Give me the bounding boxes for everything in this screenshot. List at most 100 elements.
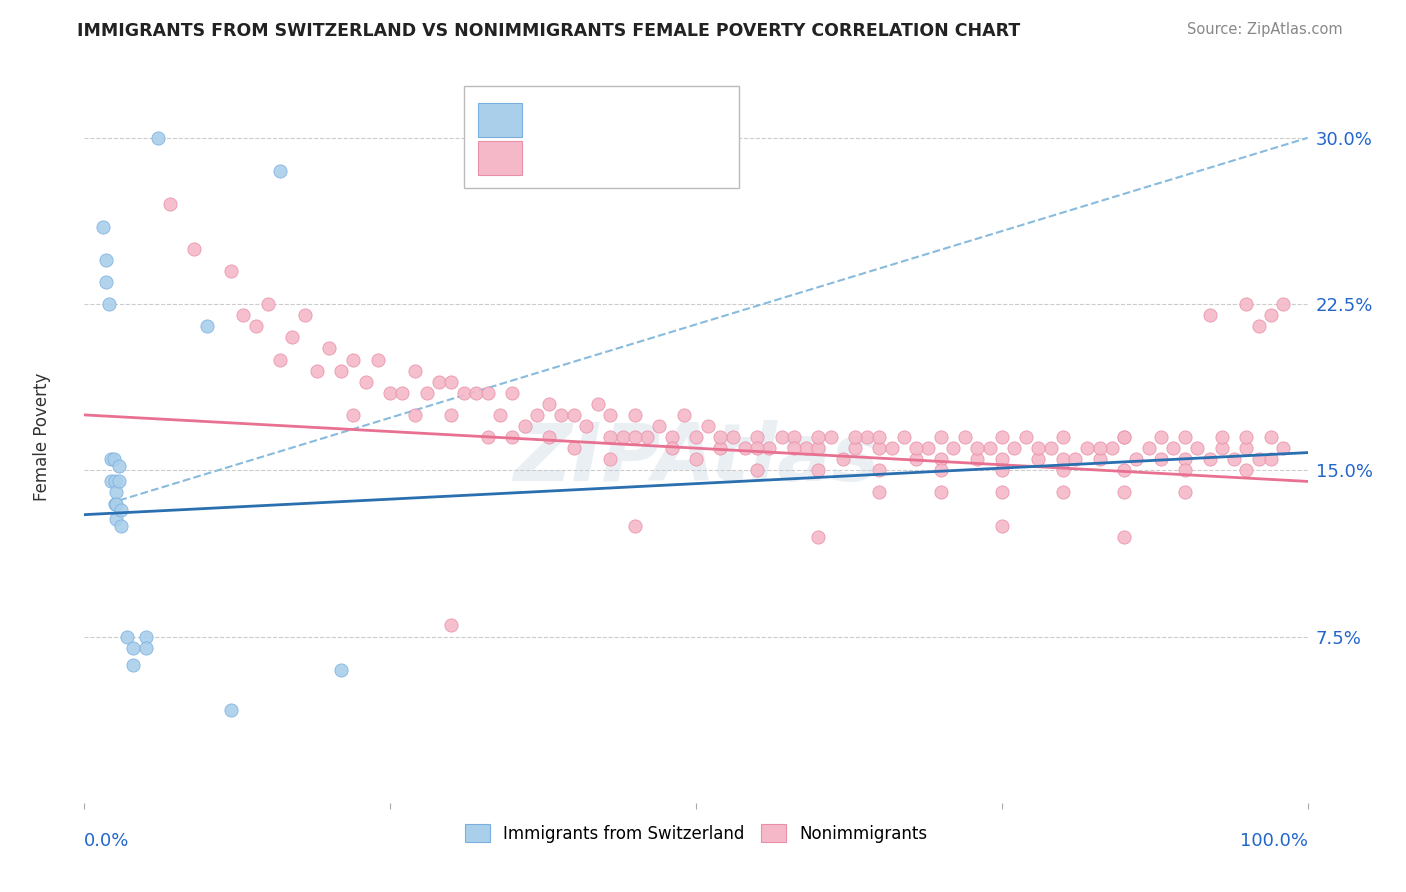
Point [636,430,658,444]
Point [979,441,1001,455]
Point [794,441,817,455]
Point [869,485,891,500]
Point [721,430,744,444]
Point [575,419,598,434]
Point [586,397,609,411]
Point [538,430,561,444]
Point [105,512,128,526]
Point [464,385,486,400]
Point [330,363,353,377]
Point [159,197,181,211]
Legend: Immigrants from Switzerland, Nonimmigrants: Immigrants from Switzerland, Nonimmigran… [458,818,934,849]
Text: 0.0%: 0.0% [84,832,129,850]
Point [929,485,952,500]
Point [1174,485,1197,500]
Point [661,441,683,455]
Point [104,475,127,489]
FancyBboxPatch shape [478,103,522,137]
Point [1114,530,1136,544]
Text: IMMIGRANTS FROM SWITZERLAND VS NONIMMIGRANTS FEMALE POVERTY CORRELATION CHART: IMMIGRANTS FROM SWITZERLAND VS NONIMMIGR… [77,22,1021,40]
Point [807,530,830,544]
Point [391,385,413,400]
Point [562,441,585,455]
Point [440,375,463,389]
Point [917,441,939,455]
Point [783,430,806,444]
Point [380,385,402,400]
Point [354,375,377,389]
Point [122,658,145,673]
Point [599,452,621,467]
Point [1247,319,1270,334]
Point [844,441,866,455]
FancyBboxPatch shape [464,86,738,188]
Point [104,497,127,511]
Point [97,297,120,311]
Point [1174,463,1197,477]
Point [1150,452,1173,467]
Point [96,275,118,289]
Point [489,408,512,422]
Point [115,630,138,644]
Point [661,430,683,444]
Point [562,408,585,422]
Point [1125,452,1147,467]
Point [477,385,499,400]
Text: Female Poverty: Female Poverty [32,373,51,501]
Point [404,408,426,422]
Point [672,408,695,422]
Point [232,308,254,322]
Point [550,408,572,422]
Point [1260,430,1282,444]
Text: R =  0.154: R = 0.154 [531,109,627,127]
Point [624,518,647,533]
Point [1247,452,1270,467]
Point [257,297,280,311]
Point [709,441,731,455]
Point [526,408,548,422]
Point [281,330,304,344]
Point [538,397,561,411]
Point [953,430,976,444]
Point [991,463,1014,477]
Text: Source: ZipAtlas.com: Source: ZipAtlas.com [1187,22,1343,37]
Text: N =  23: N = 23 [641,109,714,127]
Point [1052,452,1074,467]
Point [1088,441,1111,455]
Point [146,131,169,145]
Text: ZIPAtlas: ZIPAtlas [513,420,879,498]
Point [110,518,132,533]
Point [880,441,903,455]
Point [807,430,830,444]
Point [929,430,952,444]
Point [905,452,928,467]
Point [305,363,328,377]
Point [831,452,853,467]
Point [427,375,450,389]
Point [1236,441,1258,455]
Point [1002,441,1025,455]
Point [342,352,364,367]
Point [697,419,720,434]
Point [1211,430,1233,444]
Point [1114,485,1136,500]
Point [183,242,205,256]
Point [416,385,439,400]
Point [107,458,129,473]
Point [747,430,769,444]
Point [135,640,157,655]
Point [942,441,965,455]
Point [1137,441,1160,455]
Point [135,630,157,644]
Point [502,430,524,444]
Point [342,408,364,422]
Point [1052,485,1074,500]
FancyBboxPatch shape [478,141,522,175]
Point [1064,452,1087,467]
Point [107,475,129,489]
Point [966,441,988,455]
Point [103,452,125,467]
Point [991,430,1014,444]
Point [1260,452,1282,467]
Point [1236,463,1258,477]
